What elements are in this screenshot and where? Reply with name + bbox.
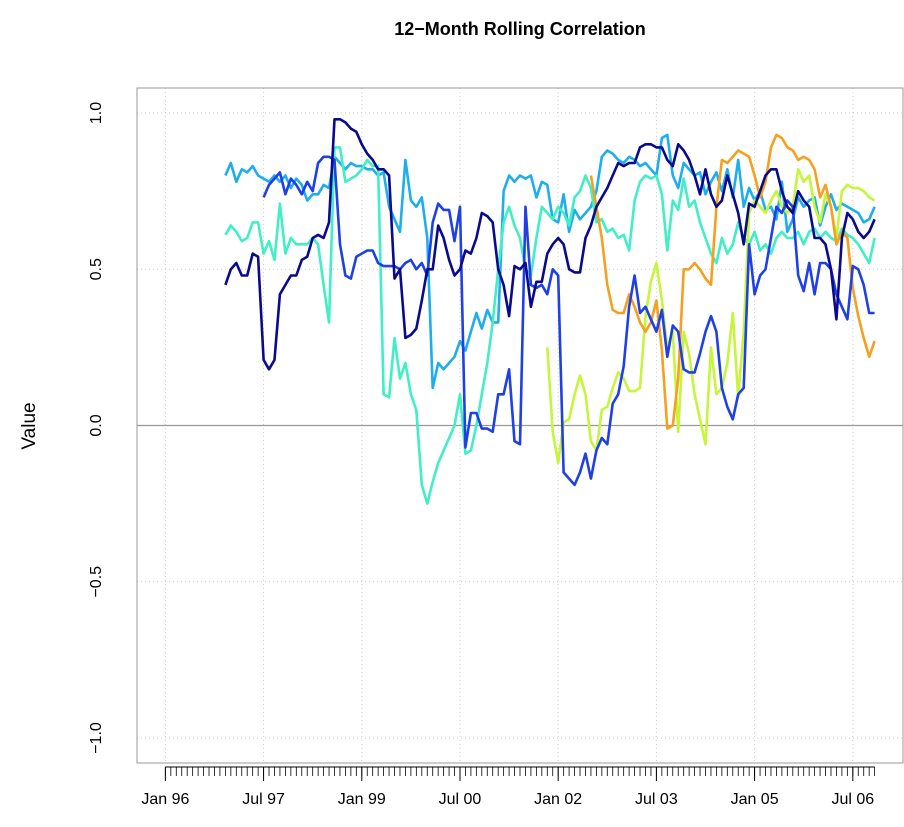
series-line [262, 155, 875, 487]
x-tick-label: Jan 05 [731, 791, 779, 808]
series-line [224, 146, 876, 505]
plot-frame [136, 87, 904, 764]
x-tick-label: Jan 99 [338, 791, 386, 808]
y-tick-label: 0.0 [88, 414, 105, 436]
series-line [589, 133, 876, 430]
series-line [224, 118, 876, 371]
x-tick-label: Jan 02 [534, 791, 582, 808]
x-tick-label: Jul 97 [242, 791, 285, 808]
x-tick-label: Jan 96 [141, 791, 189, 808]
x-tick-label: Jul 06 [831, 791, 874, 808]
chart-title: 12−Month Rolling Correlation [394, 19, 646, 39]
y-tick-label: 1.0 [88, 102, 105, 124]
y-tick-label: −1.0 [88, 722, 105, 754]
series-line [546, 168, 876, 465]
y-axis-label: Value [19, 402, 40, 449]
x-tick-label: Jul 03 [635, 791, 678, 808]
y-tick-label: 0.5 [88, 258, 105, 280]
y-tick-label: −0.5 [88, 566, 105, 598]
x-tick-label: Jul 00 [439, 791, 482, 808]
